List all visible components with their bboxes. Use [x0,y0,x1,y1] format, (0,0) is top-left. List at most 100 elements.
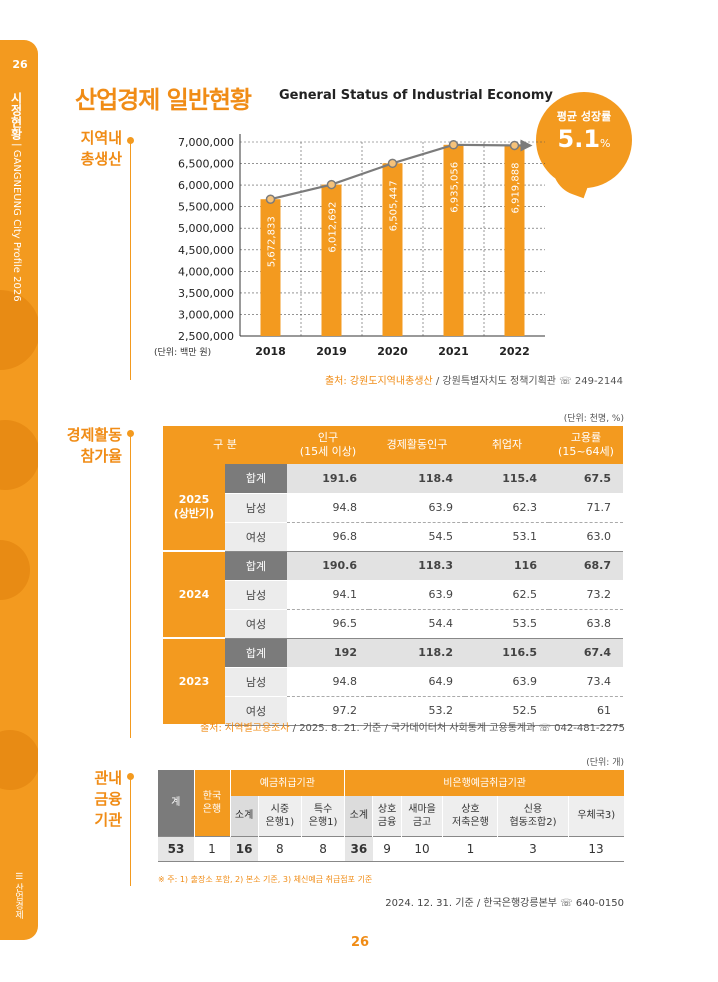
value-cell: 115.4 [465,464,549,494]
growth-badge: 평균 성장률 5.1% [536,92,632,188]
chart-unit: (단위: 백만 원) [154,347,211,358]
value-cell: 67.5 [549,464,623,494]
finance-section-label: 관내 금융 기관 [94,769,122,829]
sub-header: 우체국3) [567,796,624,836]
table-row: 2025 (상반기) 합계 191.6 118.4 115.4 67.5 [163,464,623,552]
col-header: 한국 은행 [193,770,230,836]
category-cell: 남성 [225,580,287,610]
page-number: 26 [350,935,370,950]
value-cell: 62.3 [465,493,549,523]
sidebar-logo: 26 [12,58,28,71]
value-cell: 9 [372,835,402,862]
trend-point [448,140,459,150]
gdp-chart: 7,000,000 6,500,000 6,000,000 5,500,000 5,00… [154,134,545,358]
sub-header: 소계 [344,796,373,836]
x-tick-label: 2018 [255,345,286,358]
sidebar-chapter: III 산업경제 [12,872,25,919]
bar-value-label: 6,012,692 [328,202,339,253]
value-cell: 53.1 [465,522,549,552]
col-header: 경제활동인구 [369,426,465,464]
table-row: 남성 94.8 64.9 63.9 73.4 [163,667,623,697]
section-line [130,140,131,380]
category-cell: 합계 [225,638,287,668]
y-tick-label: 3,000,000 [178,308,234,321]
value-cell: 62.5 [465,580,549,610]
value-cell: 64.9 [369,667,465,697]
value-cell: 54.4 [369,609,465,639]
badge-value: 5.1% [557,125,611,153]
value-cell: 68.7 [549,551,623,581]
value-cell: 73.4 [549,667,623,697]
category-cell: 합계 [225,464,287,494]
table-row: 남성 94.1 63.9 62.5 73.2 [163,580,623,610]
trend-point [387,158,398,169]
y-tick-label: 2,500,000 [178,330,234,343]
sub-header: 시중 은행1) [257,796,302,836]
econ-unit: (단위: 천명, %) [563,414,624,424]
trend-point [509,140,520,151]
value-cell: 16 [230,835,259,862]
sidebar-decoration [0,730,38,790]
table-header-row: 구 분 인구 (15세 이상) 경제활동인구 취업자 고용률 (15~64세) [163,426,623,464]
x-tick-label: 2020 [377,345,408,358]
finance-source: 2024. 12. 31. 기준 / 한국은행강릉본부 ☏ 640-0150 [385,898,624,909]
table-row: 여성 96.5 54.4 53.5 63.8 [163,609,623,639]
trend-point [326,179,337,190]
y-tick-label: 4,500,000 [178,244,234,257]
value-cell: 63.9 [369,493,465,523]
value-cell: 94.8 [287,493,369,523]
trend-arrow [520,139,533,152]
value-cell: 97.2 [287,696,369,726]
bar [382,163,403,336]
sidebar: 26 시정현황 | GANGNEUNG City Profile 2026 II… [0,40,38,940]
value-cell: 1 [442,835,498,862]
sidebar-decoration [0,420,38,490]
section-line [130,776,131,886]
value-cell: 94.1 [287,580,369,610]
bar [504,145,525,336]
value-cell: 53.2 [369,696,465,726]
gdp-source: 출처: 강원도지역내총생산 / 강원특별자치도 정책기획관 ☏ 249-2144 [324,376,623,387]
col-header: 구 분 [163,426,287,464]
y-tick-label: 6,000,000 [178,179,234,192]
table-row: 2023 합계 192 118.2 116.5 67.4 [163,638,623,726]
value-cell: 190.6 [287,551,369,581]
finance-unit: (단위: 개) [586,758,624,768]
category-cell: 남성 [225,667,287,697]
value-cell: 63.9 [369,580,465,610]
y-tick-label: 6,500,000 [178,158,234,171]
value-cell: 53.5 [465,609,549,639]
value-cell: 1 [194,835,230,862]
value-cell: 8 [301,835,345,862]
category-cell: 남성 [225,493,287,523]
value-cell: 192 [287,638,369,668]
trend-point [265,194,276,204]
value-cell: 118.2 [369,638,465,668]
bar-value-label: 5,672,833 [267,216,278,267]
col-header: 예금취급기관 [229,770,345,796]
value-cell: 63.0 [549,522,623,552]
value-cell: 53 [158,835,194,862]
table-row: 남성 94.8 63.9 62.3 71.7 [163,493,623,523]
sub-header: 소계 [229,796,259,836]
y-tick-label: 3,500,000 [178,287,234,300]
category-cell: 합계 [225,551,287,581]
value-cell: 191.6 [287,464,369,494]
x-tick-label: 2019 [316,345,347,358]
col-header: 계 [158,770,194,836]
y-tick-label: 7,000,000 [178,136,234,149]
year-cell: 2024 [163,551,225,639]
value-cell: 13 [568,835,624,862]
value-cell: 63.9 [465,667,549,697]
sub-header: 상호 금융 [372,796,402,836]
bar-value-label: 6,505,447 [389,180,400,231]
sub-header: 새마을 금고 [400,796,443,836]
bar-value-label: 6,919,888 [511,163,522,214]
value-cell: 94.8 [287,667,369,697]
value-cell: 96.8 [287,522,369,552]
bar [260,199,281,336]
value-cell: 118.3 [369,551,465,581]
category-cell: 여성 [225,522,287,552]
page-subtitle: General Status of Industrial Economy [279,88,553,103]
bar-value-label: 6,935,056 [450,162,461,213]
